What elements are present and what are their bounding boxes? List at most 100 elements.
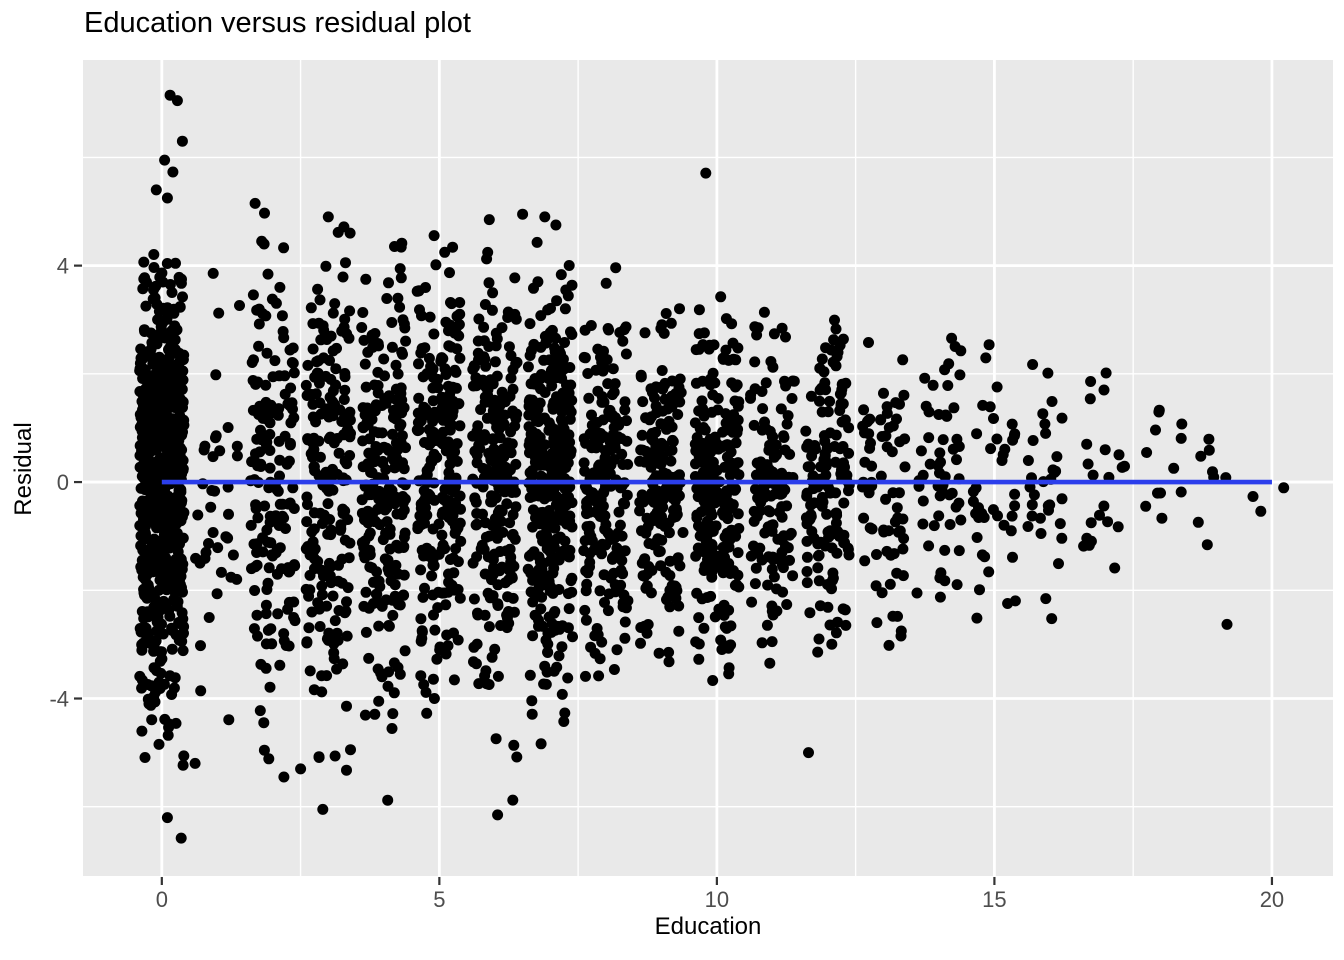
data-point	[911, 587, 923, 599]
data-point	[148, 249, 160, 260]
data-point	[884, 578, 896, 590]
data-point	[276, 310, 288, 322]
data-point	[698, 622, 710, 634]
data-point	[260, 310, 272, 322]
data-point	[616, 530, 628, 542]
data-point	[480, 360, 492, 372]
data-point	[534, 518, 546, 530]
data-point	[876, 587, 888, 599]
data-point	[727, 337, 739, 349]
data-point	[444, 267, 455, 279]
data-point	[980, 352, 992, 364]
data-point	[899, 461, 911, 473]
data-point	[479, 299, 491, 310]
y-tick-label: 4	[57, 254, 69, 279]
data-point	[1152, 487, 1163, 499]
data-point	[159, 332, 171, 344]
data-point	[723, 642, 734, 654]
data-point	[830, 323, 842, 335]
data-point	[563, 387, 575, 399]
data-point	[886, 446, 898, 458]
data-point	[983, 566, 995, 578]
data-point	[444, 554, 456, 565]
data-point	[363, 652, 375, 664]
data-point	[662, 591, 674, 603]
data-point	[392, 598, 404, 610]
data-point	[251, 304, 263, 316]
data-point	[154, 683, 166, 694]
data-point	[255, 424, 266, 436]
data-point	[609, 378, 621, 390]
data-point	[453, 398, 465, 410]
data-point	[643, 538, 655, 549]
data-point	[146, 381, 158, 392]
data-point	[750, 562, 762, 574]
data-point	[173, 271, 185, 283]
data-point	[136, 639, 148, 651]
data-point	[395, 272, 407, 284]
data-point	[149, 592, 161, 604]
data-point	[415, 519, 427, 531]
data-point	[607, 363, 619, 375]
data-point	[984, 401, 996, 413]
data-point	[231, 440, 243, 452]
data-point	[985, 443, 997, 455]
data-point	[605, 534, 617, 545]
data-point	[190, 552, 202, 564]
data-point	[533, 490, 545, 502]
data-point	[259, 500, 271, 512]
data-point	[264, 681, 276, 693]
data-point	[1156, 512, 1168, 524]
data-point	[944, 519, 956, 530]
data-point	[812, 562, 824, 574]
data-point	[750, 483, 761, 495]
data-point	[895, 625, 907, 637]
data-point	[274, 454, 286, 466]
data-point	[524, 669, 536, 681]
notable-data-point	[161, 192, 173, 204]
data-point	[542, 485, 554, 497]
data-point	[493, 529, 505, 540]
data-point	[598, 396, 610, 408]
data-point	[159, 398, 170, 410]
data-point	[413, 392, 425, 404]
data-point	[778, 430, 789, 442]
data-point	[928, 520, 940, 532]
data-point	[257, 546, 269, 558]
data-point	[1081, 438, 1093, 450]
data-point	[505, 551, 517, 563]
data-point	[392, 292, 404, 304]
data-point	[622, 458, 634, 470]
data-point	[707, 675, 719, 686]
data-point	[1203, 444, 1215, 456]
data-point	[153, 472, 165, 484]
data-point	[509, 308, 521, 320]
data-point	[551, 661, 563, 673]
data-point	[317, 320, 329, 332]
data-point	[551, 295, 563, 307]
data-point	[707, 542, 719, 554]
data-point	[761, 619, 773, 631]
data-point	[567, 631, 578, 643]
data-point	[300, 379, 312, 391]
data-point	[145, 327, 157, 339]
data-point	[479, 517, 491, 529]
data-point	[584, 548, 596, 560]
data-point	[663, 527, 675, 539]
data-point	[137, 373, 149, 384]
data-point	[565, 445, 577, 457]
data-point	[420, 686, 432, 698]
data-point	[592, 441, 604, 453]
data-point	[160, 552, 172, 564]
data-point	[533, 578, 545, 590]
data-point	[713, 603, 725, 615]
data-point	[159, 490, 171, 502]
data-point	[827, 572, 839, 584]
data-point	[566, 279, 578, 291]
data-point	[245, 519, 257, 531]
data-point	[834, 405, 846, 416]
data-point	[470, 658, 482, 670]
data-point	[951, 433, 963, 445]
data-point	[394, 301, 406, 313]
data-point	[881, 407, 893, 419]
